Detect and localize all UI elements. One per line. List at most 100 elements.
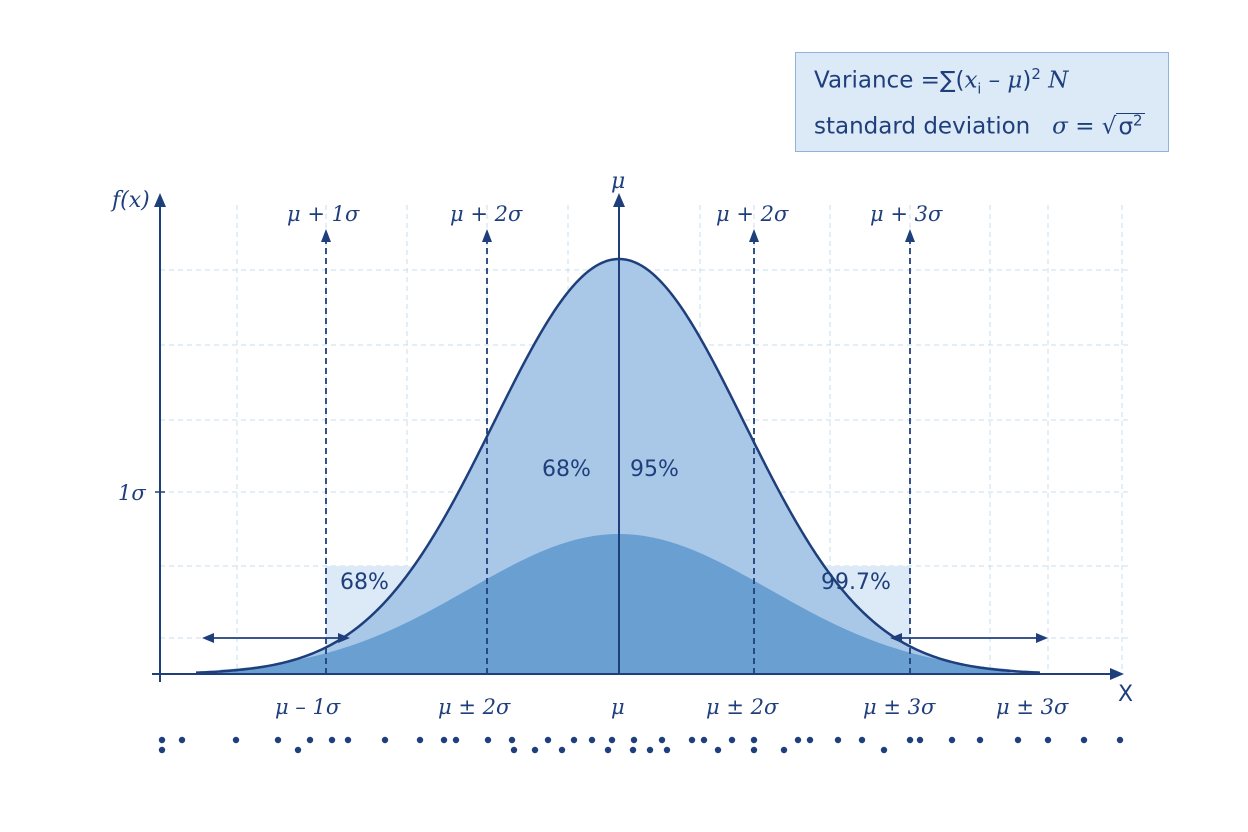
y-axis-arrowhead (154, 193, 166, 207)
data-dot-21 (588, 736, 596, 744)
sigma-arrowhead-3 (749, 229, 759, 242)
data-dot-2 (178, 736, 186, 744)
data-dot-44 (976, 736, 984, 744)
open-paren: ( (955, 67, 965, 94)
top-label-3: μ + 2σ (716, 202, 789, 226)
left-range-arrowhead-left (202, 633, 214, 643)
data-dot-35 (780, 746, 788, 754)
data-dot-23 (608, 736, 616, 744)
data-dot-33 (750, 736, 758, 744)
data-dot-12 (440, 736, 448, 744)
data-dot-1 (158, 736, 166, 744)
data-dot-13 (452, 736, 460, 744)
data-dot-6 (294, 746, 302, 754)
sqrt-sign: √ (1101, 113, 1117, 140)
data-dot-18 (544, 736, 552, 744)
data-dot-39 (858, 736, 866, 744)
data-dot-25 (629, 746, 637, 754)
data-dot-20 (570, 736, 578, 744)
n-variable: N (1048, 67, 1069, 94)
band-right-percent: 99.7% (821, 570, 891, 595)
minus-mu: – μ (981, 67, 1023, 94)
top-label-2: μ + 2σ (450, 202, 523, 226)
sigma-squared-base: σ (1118, 113, 1134, 140)
data-dot-48 (1116, 736, 1124, 744)
data-dot-14 (484, 736, 492, 744)
data-dot-7 (306, 736, 314, 744)
sd-equals: = (1075, 113, 1095, 140)
sigma-squared-exponent: 2 (1133, 111, 1143, 129)
data-dot-36 (794, 736, 802, 744)
inner-right-percent: 95% (630, 457, 679, 482)
band-left-percent: 68% (340, 570, 389, 595)
right-range-arrowhead-right (1036, 633, 1048, 643)
data-dot-3 (158, 746, 166, 754)
formula-box: Variance =∑(xi – μ)2 N standard deviatio… (795, 52, 1169, 152)
data-dot-41 (906, 736, 914, 744)
bottom-label-6: μ ± 3σ (996, 695, 1069, 719)
inner-curve-area (220, 534, 1010, 674)
sigma-arrowhead-2 (482, 229, 492, 242)
data-dot-28 (663, 746, 671, 754)
data-dot-17 (531, 746, 539, 754)
bottom-label-1: μ – 1σ (275, 695, 341, 719)
data-dot-37 (806, 736, 814, 744)
top-label-4: μ + 3σ (870, 202, 943, 226)
data-dot-4 (232, 736, 240, 744)
variance-formula: Variance =∑(xi – μ)2 N (814, 65, 1068, 97)
close-paren: ) (1022, 67, 1032, 94)
sigma-arrowhead-4 (905, 229, 915, 242)
right-range-arrowhead-left (890, 633, 902, 643)
data-dot-38 (834, 736, 842, 744)
x-axis-arrowhead (1110, 668, 1124, 680)
data-dot-15 (508, 736, 516, 744)
data-dot-16 (510, 746, 518, 754)
bottom-label-4: μ ± 2σ (706, 695, 779, 719)
variance-label: Variance (814, 67, 914, 94)
mean-axis-label: μ (611, 169, 625, 194)
sd-formula: standard deviation σ = √σ2 (814, 111, 1145, 140)
top-label-1: μ + 1σ (287, 202, 360, 226)
sigma-variable: σ (1052, 113, 1068, 140)
sqrt-content: σ2 (1116, 111, 1145, 140)
data-dot-9 (344, 736, 352, 744)
data-dot-46 (1044, 736, 1052, 744)
data-dot-42 (916, 736, 924, 744)
y-tick-label: 1σ (118, 481, 146, 505)
variance-equals: = (920, 67, 940, 94)
inner-left-percent: 68% (542, 457, 591, 482)
data-dot-31 (714, 746, 722, 754)
y-axis-label: f(x) (110, 188, 150, 213)
x-variable: x (964, 67, 978, 94)
data-dot-40 (880, 746, 888, 754)
mean-axis-arrowhead (613, 193, 625, 207)
data-dot-11 (416, 736, 424, 744)
x-subscript: i (977, 81, 982, 98)
bottom-label-2: μ ± 2σ (438, 695, 511, 719)
x-axis-label: X (1118, 682, 1133, 707)
data-dot-26 (646, 746, 654, 754)
sigma-arrowhead-1 (321, 229, 331, 242)
data-dot-32 (728, 736, 736, 744)
data-dot-5 (274, 736, 282, 744)
data-dot-24 (630, 736, 638, 744)
data-dot-43 (948, 736, 956, 744)
data-points-strip (158, 736, 1124, 754)
sd-label: standard deviation (814, 113, 1031, 140)
data-dot-45 (1014, 736, 1022, 744)
bottom-label-3: μ (611, 695, 625, 719)
squared-exponent: 2 (1031, 65, 1041, 83)
left-range-arrowhead-right (338, 633, 350, 643)
data-dot-22 (604, 746, 612, 754)
bottom-label-5: μ ± 3σ (863, 695, 936, 719)
data-dot-27 (658, 736, 666, 744)
data-dot-19 (558, 746, 566, 754)
data-dot-30 (700, 736, 708, 744)
data-dot-29 (688, 736, 696, 744)
data-dot-10 (381, 736, 389, 744)
sum-symbol: ∑ (939, 67, 956, 94)
data-dot-8 (328, 736, 336, 744)
data-dot-47 (1080, 736, 1088, 744)
data-dot-34 (750, 746, 758, 754)
